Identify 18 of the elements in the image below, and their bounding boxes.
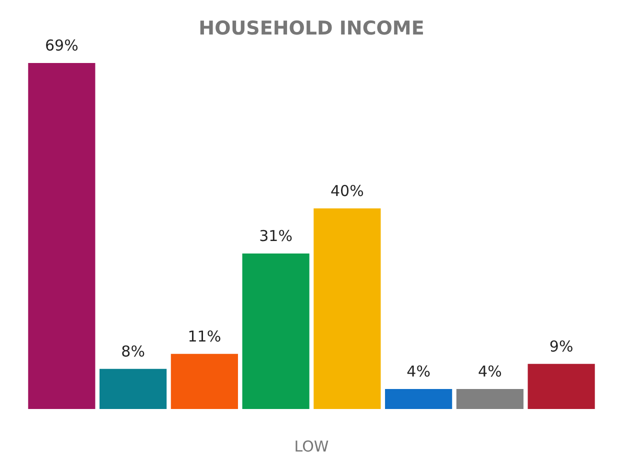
bar xyxy=(314,208,381,409)
data-label: 40% xyxy=(330,182,364,200)
data-label: 9% xyxy=(549,337,574,356)
chart-title: HOUSEHOLD INCOME xyxy=(198,18,424,40)
bar xyxy=(100,368,167,409)
bar xyxy=(28,63,96,409)
data-label: 69% xyxy=(45,36,78,55)
data-label: 4% xyxy=(478,362,502,380)
bar xyxy=(528,364,595,409)
data-label: 4% xyxy=(406,362,430,380)
data-label: 11% xyxy=(188,327,222,346)
bar xyxy=(170,354,238,409)
data-label: 31% xyxy=(259,227,292,246)
x-axis-title: LOW xyxy=(294,438,329,456)
bar xyxy=(456,388,524,409)
bar xyxy=(242,254,310,409)
bar xyxy=(385,388,452,409)
data-label: 8% xyxy=(121,342,145,360)
